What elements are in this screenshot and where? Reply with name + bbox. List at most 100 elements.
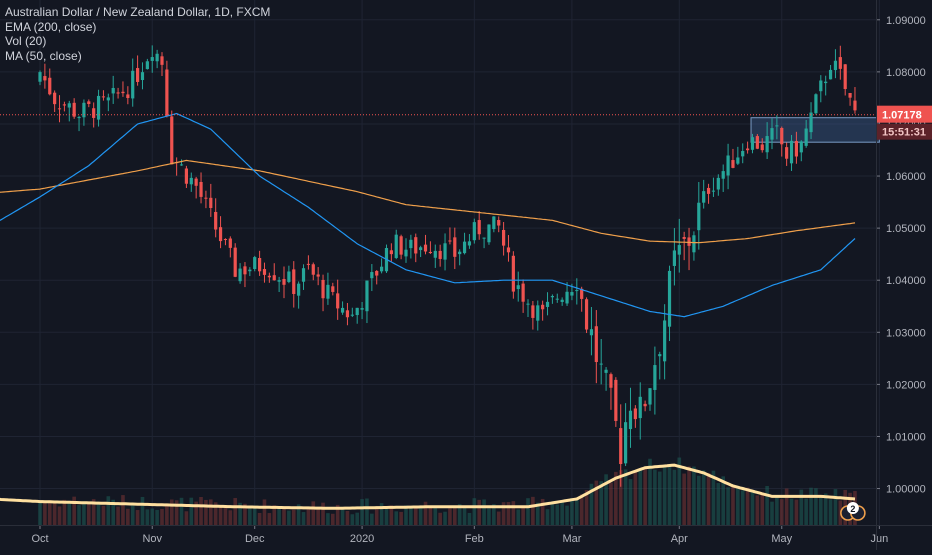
y-tick-label: 1.00000 bbox=[886, 484, 926, 496]
candle-body bbox=[248, 269, 252, 272]
resistance-zone-rect[interactable] bbox=[750, 117, 880, 143]
volume-bar bbox=[496, 511, 501, 525]
volume-bar bbox=[657, 471, 662, 525]
candle-body bbox=[218, 227, 223, 242]
candle-body bbox=[87, 101, 91, 105]
volume-bar bbox=[457, 504, 462, 525]
candle-body bbox=[438, 250, 442, 259]
y-tick-label: 1.09000 bbox=[886, 15, 926, 27]
candle-body bbox=[423, 244, 428, 252]
candle-body bbox=[599, 363, 603, 365]
candle-body bbox=[819, 80, 823, 92]
candle-body bbox=[853, 100, 857, 111]
x-tick-label: Oct bbox=[31, 533, 48, 545]
candle-body bbox=[506, 247, 511, 253]
candle-body bbox=[106, 97, 110, 101]
candle-body bbox=[526, 303, 530, 305]
volume-bar bbox=[716, 482, 721, 525]
volume-bar bbox=[697, 475, 701, 525]
candle-body bbox=[702, 191, 706, 203]
candle-body bbox=[453, 237, 457, 257]
volume-bar bbox=[82, 502, 86, 525]
volume-bar bbox=[238, 502, 242, 525]
volume-bar bbox=[272, 505, 277, 525]
volume-bar bbox=[189, 497, 194, 525]
volume-bar bbox=[384, 508, 389, 525]
legend-symbol-title[interactable]: Australian Dollar / New Zealand Dollar, … bbox=[5, 5, 271, 19]
legend-ema-200[interactable]: EMA (200, close) bbox=[5, 19, 97, 34]
volume-bar bbox=[355, 512, 359, 525]
ema-200-line[interactable] bbox=[0, 159, 856, 244]
volume-bar bbox=[326, 513, 330, 525]
x-tick-label: 2020 bbox=[350, 533, 374, 545]
volume-bar bbox=[833, 489, 838, 525]
candle-body bbox=[62, 104, 66, 106]
volume-bar bbox=[282, 507, 286, 525]
volume-bar bbox=[462, 506, 467, 525]
volume-bar bbox=[535, 502, 540, 525]
candle-body bbox=[755, 136, 759, 149]
candle-body bbox=[350, 314, 354, 316]
legend-volume-20[interactable]: Vol (20) bbox=[5, 34, 47, 48]
candle-body bbox=[472, 222, 476, 241]
volume-bar bbox=[570, 498, 574, 525]
volume-bar bbox=[331, 513, 335, 525]
volume-bar bbox=[106, 496, 111, 525]
volume-bar bbox=[560, 499, 564, 525]
volume-bar bbox=[296, 504, 301, 525]
candle-body bbox=[502, 229, 506, 246]
volume-bar bbox=[87, 502, 91, 525]
candle-body bbox=[541, 304, 545, 310]
candle-body bbox=[833, 60, 838, 71]
y-tick-label: 1.02000 bbox=[886, 379, 926, 391]
volume-bar bbox=[604, 474, 608, 525]
volume-bar bbox=[126, 508, 130, 525]
candle-body bbox=[560, 299, 564, 302]
candle-body bbox=[706, 187, 711, 194]
volume-bar bbox=[394, 511, 399, 525]
volume-bar bbox=[599, 481, 603, 525]
y-tick-label: 1.03000 bbox=[886, 327, 926, 339]
candle-body bbox=[258, 258, 262, 272]
candle-body bbox=[726, 155, 730, 176]
candle-body bbox=[43, 76, 47, 81]
candle-body bbox=[609, 374, 613, 388]
candle-body bbox=[38, 72, 42, 82]
volume-bar bbox=[321, 502, 325, 525]
candle-body bbox=[785, 147, 789, 159]
candle-body bbox=[136, 68, 140, 82]
volume-bar bbox=[306, 508, 311, 525]
candle-body bbox=[360, 308, 364, 310]
volume-bar bbox=[130, 502, 135, 525]
volume-bar bbox=[633, 470, 638, 525]
candle-body bbox=[765, 136, 769, 153]
candle-body bbox=[487, 224, 491, 243]
ma-50-line[interactable] bbox=[0, 112, 856, 318]
candle-body bbox=[750, 137, 755, 150]
candle-body bbox=[741, 151, 745, 157]
volume-bar bbox=[165, 504, 169, 525]
volume-bar bbox=[399, 511, 403, 525]
candle-body bbox=[555, 298, 559, 300]
last-price-label: 1.07178 bbox=[882, 110, 922, 122]
candle-body bbox=[828, 69, 833, 80]
candle-body bbox=[121, 91, 125, 94]
volume-bar bbox=[38, 500, 42, 525]
volume-bar bbox=[545, 509, 550, 525]
legend-ma-50[interactable]: MA (50, close) bbox=[5, 48, 82, 63]
candle-body bbox=[101, 96, 106, 98]
volume-bar bbox=[755, 495, 760, 525]
volume-bar bbox=[57, 506, 62, 525]
countdown-label-bg bbox=[877, 123, 932, 140]
candle-body bbox=[233, 247, 237, 277]
volume-bar bbox=[91, 499, 96, 525]
volume-bar bbox=[736, 488, 740, 525]
candle-body bbox=[170, 116, 174, 165]
volume-ma-line[interactable] bbox=[0, 463, 856, 510]
volume-bar bbox=[672, 469, 677, 525]
candle-body bbox=[145, 61, 149, 70]
candle-body bbox=[204, 197, 208, 199]
